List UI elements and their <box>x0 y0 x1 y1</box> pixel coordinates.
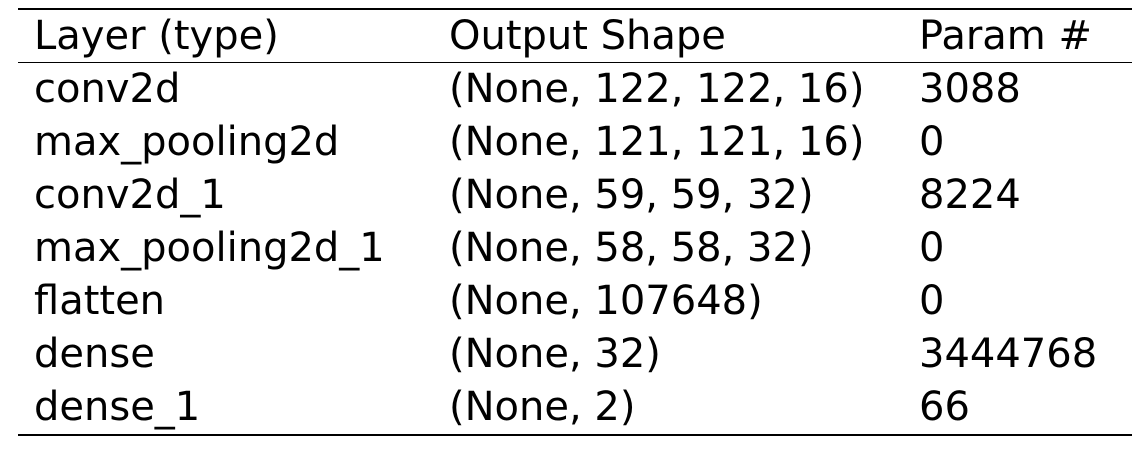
param-count-cell: 0 <box>919 119 945 165</box>
param-count-cell: 0 <box>919 278 945 324</box>
param-count-cell: 0 <box>919 225 945 271</box>
table-row: flatten (None, 107648) 0 <box>18 275 1132 328</box>
output-shape-cell: (None, 59, 59, 32) <box>449 172 814 218</box>
model-summary-table: Layer (type) Output Shape Param # conv2d… <box>18 8 1132 436</box>
header-param-count: Param # <box>919 13 1092 59</box>
table-row: dense_1 (None, 2) 66 <box>18 381 1132 435</box>
output-shape-cell: (None, 122, 122, 16) <box>449 66 865 112</box>
table-row: conv2d (None, 122, 122, 16) 3088 <box>18 63 1132 117</box>
table-row: max_pooling2d_1 (None, 58, 58, 32) 0 <box>18 222 1132 275</box>
output-shape-cell: (None, 32) <box>449 331 661 377</box>
layer-name-cell: dense <box>34 331 155 377</box>
layer-name-cell: max_pooling2d <box>34 119 340 165</box>
param-count-cell: 3444768 <box>919 331 1098 377</box>
output-shape-cell: (None, 107648) <box>449 278 763 324</box>
table-header: Layer (type) Output Shape Param # <box>18 9 1132 63</box>
table-row: conv2d_1 (None, 59, 59, 32) 8224 <box>18 169 1132 222</box>
output-shape-cell: (None, 58, 58, 32) <box>449 225 814 271</box>
layer-name-cell: max_pooling2d_1 <box>34 225 385 271</box>
table-body: conv2d (None, 122, 122, 16) 3088 max_poo… <box>18 63 1132 436</box>
header-layer-type: Layer (type) <box>34 13 279 59</box>
header-row: Layer (type) Output Shape Param # <box>18 9 1132 63</box>
param-count-cell: 3088 <box>919 66 1021 112</box>
layer-name-cell: dense_1 <box>34 384 201 430</box>
layer-name-cell: flatten <box>34 278 166 324</box>
header-output-shape: Output Shape <box>449 13 726 59</box>
layer-name-cell: conv2d <box>34 66 181 112</box>
param-count-cell: 8224 <box>919 172 1021 218</box>
output-shape-cell: (None, 2) <box>449 384 636 430</box>
output-shape-cell: (None, 121, 121, 16) <box>449 119 865 165</box>
layer-name-cell: conv2d_1 <box>34 172 226 218</box>
param-count-cell: 66 <box>919 384 970 430</box>
table-row: dense (None, 32) 3444768 <box>18 328 1132 381</box>
table-row: max_pooling2d (None, 121, 121, 16) 0 <box>18 116 1132 169</box>
